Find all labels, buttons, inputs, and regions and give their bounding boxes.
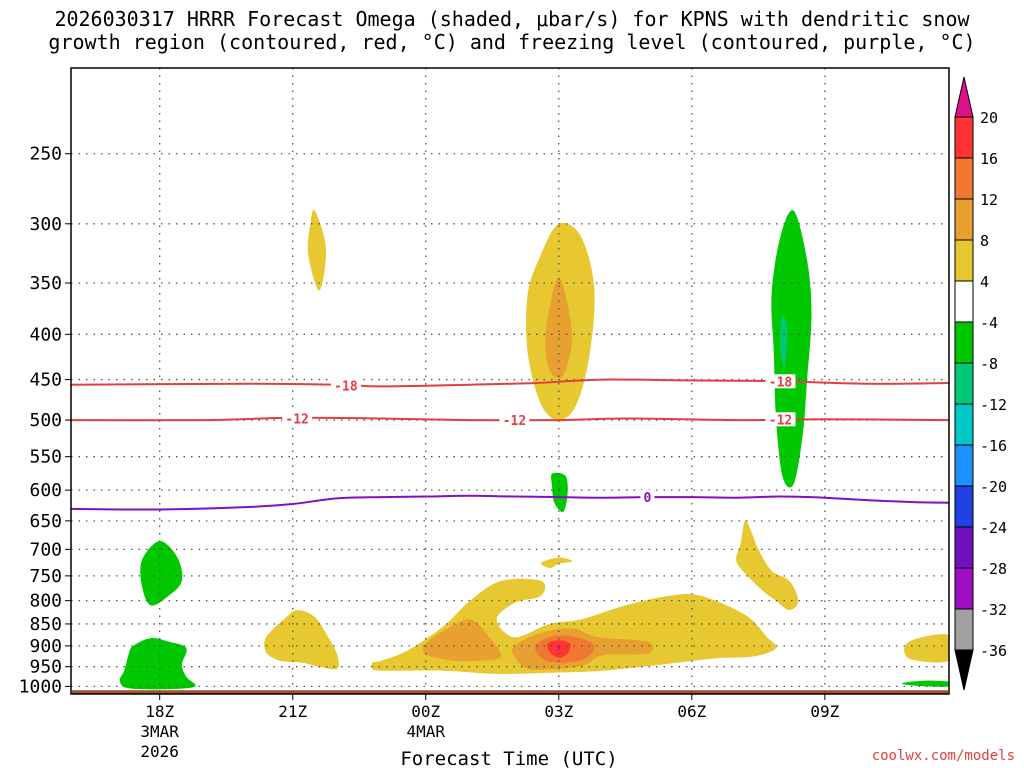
y-tick-label-350: 350 bbox=[29, 273, 62, 294]
colorbar-segment-4 bbox=[954, 280, 974, 323]
omega-region-6 bbox=[140, 540, 183, 606]
y-tick-label-250: 250 bbox=[29, 144, 62, 165]
x-tick-label-00Z: 00Z bbox=[411, 702, 440, 721]
y-axis-pressure-ticks: 2503003504004505005506006507007508008509… bbox=[19, 144, 71, 697]
omega-region-2 bbox=[545, 277, 573, 379]
chart-title-line-2: growth region (contoured, red, °C) and f… bbox=[48, 30, 976, 54]
omega-region-8 bbox=[901, 680, 949, 687]
colorbar-bottom-arrow bbox=[954, 649, 974, 691]
colorbar-segment-9 bbox=[954, 485, 974, 528]
colorbar-segment-10 bbox=[954, 526, 974, 569]
y-tick-label-400: 400 bbox=[29, 324, 62, 345]
colorbar-segment-5 bbox=[954, 321, 974, 364]
colorbar-label-3: 8 bbox=[980, 232, 989, 250]
y-tick-label-550: 550 bbox=[29, 447, 62, 468]
colorbar-label-1: 16 bbox=[980, 150, 998, 168]
omega-region-0 bbox=[307, 209, 327, 291]
colorbar-label-6: -8 bbox=[980, 355, 998, 373]
colorbar-label-0: 20 bbox=[980, 109, 998, 127]
contour-label-bg-0-0 bbox=[640, 490, 655, 505]
colorbar-segment-12 bbox=[954, 608, 974, 651]
colorbar-segment-7 bbox=[954, 403, 974, 446]
colorbar-label-12: -32 bbox=[980, 601, 1007, 619]
colorbar-segment-0 bbox=[954, 116, 974, 159]
y-tick-label-950: 950 bbox=[29, 657, 62, 678]
omega-region-18 bbox=[904, 634, 949, 663]
watermark-link[interactable]: coolwx.com/models bbox=[872, 748, 1015, 764]
colorbar-label-11: -28 bbox=[980, 560, 1007, 578]
contour-label--12-1: -12 bbox=[503, 414, 526, 429]
colorbar-label-10: -24 bbox=[980, 519, 1007, 537]
y-tick-label-600: 600 bbox=[29, 480, 62, 501]
contour-label--18-1: -18 bbox=[769, 375, 793, 390]
contour-label-bg--12-2 bbox=[765, 412, 796, 427]
y-tick-label-450: 450 bbox=[29, 370, 62, 391]
omega-region-5 bbox=[551, 472, 568, 513]
y-tick-label-700: 700 bbox=[29, 539, 62, 560]
x-tick-date-18Z: 3MAR bbox=[140, 722, 179, 741]
x-tick-label-03Z: 03Z bbox=[544, 702, 573, 721]
colorbar-segment-8 bbox=[954, 444, 974, 487]
colorbar-label-4: 4 bbox=[980, 273, 989, 291]
omega-region-16 bbox=[556, 645, 561, 651]
y-tick-label-650: 650 bbox=[29, 511, 62, 532]
y-tick-label-800: 800 bbox=[29, 591, 62, 612]
plot-frame bbox=[70, 67, 950, 695]
x-tick-label-21Z: 21Z bbox=[278, 702, 307, 721]
colorbar-segment-1 bbox=[954, 157, 974, 200]
x-axis-label: Forecast Time (UTC) bbox=[400, 748, 617, 768]
chart-title-line-1: 2026030317 HRRR Forecast Omega (shaded, … bbox=[54, 7, 970, 31]
colorbar-segment-3 bbox=[954, 239, 974, 282]
colorbar-label-7: -12 bbox=[980, 396, 1007, 414]
colorbar-label-9: -20 bbox=[980, 478, 1007, 496]
y-tick-label-1000: 1000 bbox=[19, 676, 62, 697]
omega-region-4 bbox=[780, 314, 788, 368]
contour-label--18-0: -18 bbox=[334, 380, 358, 395]
colorbar-segment-11 bbox=[954, 567, 974, 610]
x-tick-label-18Z: 18Z bbox=[145, 702, 174, 721]
contour-label-bg--18-0 bbox=[330, 378, 361, 393]
colorbar-segment-2 bbox=[954, 198, 974, 241]
omega-region-9 bbox=[264, 610, 339, 670]
y-tick-label-750: 750 bbox=[29, 566, 62, 587]
colorbar-label-13: -36 bbox=[980, 642, 1007, 660]
omega-region-10 bbox=[540, 557, 573, 569]
colorbar-label-2: 12 bbox=[980, 191, 998, 209]
omega-region-12 bbox=[422, 619, 502, 662]
x-tick-year-18Z: 2026 bbox=[140, 742, 179, 761]
colorbar-segment-6 bbox=[954, 362, 974, 405]
colorbar-label-5: -4 bbox=[980, 314, 998, 332]
contour-label-bg--12-0 bbox=[282, 411, 313, 426]
contour-label-bg--12-1 bbox=[499, 413, 530, 428]
temperature-contours: -18 -18 -12 -12 -12 0 bbox=[71, 374, 949, 511]
contour-line--18 bbox=[71, 378, 949, 388]
contour-line-0 bbox=[71, 494, 949, 511]
omega-colorbar: 20 16 12 8 4 -4 -8 -12 -16 -20 -24 -28 -32 -36 bbox=[954, 76, 1007, 691]
y-tick-label-900: 900 bbox=[29, 636, 62, 657]
contour-label--12-2: -12 bbox=[769, 413, 792, 428]
contour-label--12-0: -12 bbox=[285, 413, 308, 428]
contour-label-bg--18-1 bbox=[765, 374, 796, 389]
x-tick-label-09Z: 09Z bbox=[810, 702, 839, 721]
omega-region-17 bbox=[736, 520, 799, 611]
ground-surface bbox=[72, 690, 948, 694]
colorbar-label-8: -16 bbox=[980, 437, 1007, 455]
contour-label-0-0: 0 bbox=[644, 491, 652, 506]
y-tick-label-500: 500 bbox=[29, 410, 62, 431]
colorbar-top-arrow bbox=[954, 76, 974, 118]
y-tick-label-850: 850 bbox=[29, 614, 62, 635]
y-tick-label-300: 300 bbox=[29, 214, 62, 235]
omega-region-7 bbox=[119, 637, 196, 690]
x-tick-date-00Z: 4MAR bbox=[406, 722, 445, 741]
x-tick-label-06Z: 06Z bbox=[677, 702, 706, 721]
